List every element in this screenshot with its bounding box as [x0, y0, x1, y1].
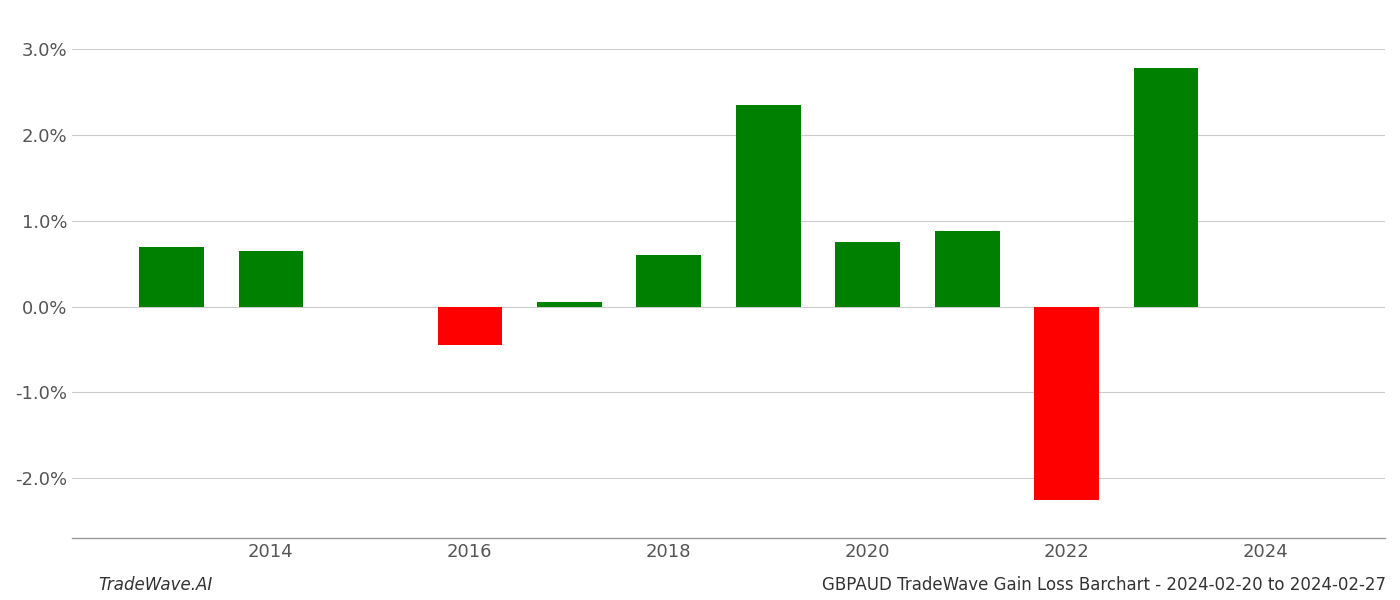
- Bar: [836, 242, 900, 307]
- Text: GBPAUD TradeWave Gain Loss Barchart - 2024-02-20 to 2024-02-27: GBPAUD TradeWave Gain Loss Barchart - 20…: [822, 576, 1386, 594]
- Bar: [1035, 307, 1099, 500]
- Bar: [736, 105, 801, 307]
- Bar: [139, 247, 204, 307]
- Bar: [438, 307, 503, 345]
- Bar: [935, 231, 1000, 307]
- Bar: [1134, 68, 1198, 307]
- Bar: [538, 302, 602, 307]
- Bar: [637, 255, 701, 307]
- Text: TradeWave.AI: TradeWave.AI: [98, 576, 213, 594]
- Bar: [238, 251, 304, 307]
